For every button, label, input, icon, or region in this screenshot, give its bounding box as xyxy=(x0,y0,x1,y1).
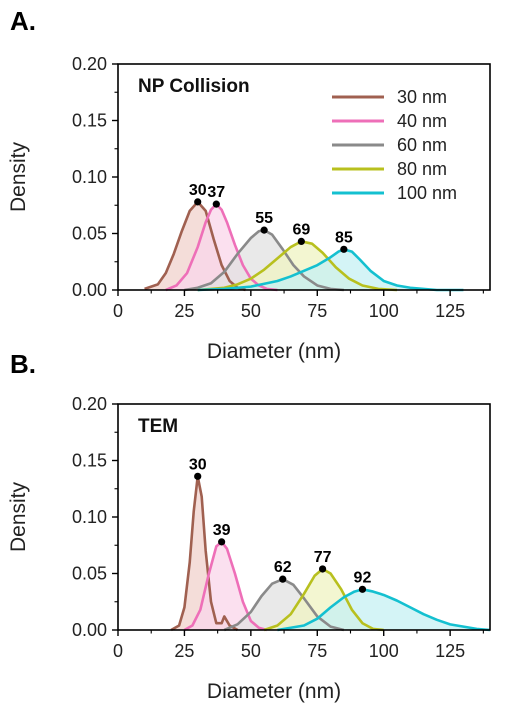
y-axis-label: Density xyxy=(7,481,30,552)
peak-marker xyxy=(212,200,220,208)
x-tick-label: 0 xyxy=(113,301,123,321)
series-fill-30-nm xyxy=(171,476,238,630)
peak-label: 30 xyxy=(189,456,207,473)
peak-label: 55 xyxy=(255,210,273,227)
y-tick-label: 0.15 xyxy=(72,451,107,471)
x-tick-label: 50 xyxy=(241,301,261,321)
series-line-30-nm xyxy=(170,475,239,632)
y-tick-label: 0.10 xyxy=(72,507,107,527)
y-tick-label: 0.00 xyxy=(72,620,107,640)
x-tick-label: 0 xyxy=(113,641,123,661)
series-line-40-nm xyxy=(165,202,278,292)
panel-label: B. xyxy=(10,349,36,379)
peak-marker xyxy=(260,226,268,234)
peak-marker xyxy=(319,565,327,573)
series-fill-40-nm xyxy=(165,204,278,290)
x-tick-label: 100 xyxy=(369,301,399,321)
y-axis-label: Density xyxy=(7,141,30,212)
legend-label: 40 nm xyxy=(397,111,447,131)
y-tick-label: 0.15 xyxy=(72,111,107,131)
y-tick-label: 0.20 xyxy=(72,54,107,74)
panel-label: A. xyxy=(10,6,36,36)
series-line-40-nm xyxy=(183,540,268,632)
x-axis-label: Diameter (nm) xyxy=(207,340,341,363)
peak-label: 30 xyxy=(189,182,207,199)
y-tick-label: 0.05 xyxy=(72,564,107,584)
peak-label: 39 xyxy=(213,522,231,539)
peak-label: 69 xyxy=(292,221,310,238)
peak-label: 92 xyxy=(354,569,372,586)
legend: 30 nm 40 nm 60 nm 80 nm 100 nm xyxy=(332,87,457,203)
peak-marker xyxy=(218,538,226,546)
series-line-80-nm xyxy=(263,567,384,632)
y-tick-label: 0.10 xyxy=(72,167,107,187)
y-tick-label: 0.20 xyxy=(72,394,107,414)
peak-label: 37 xyxy=(207,184,225,201)
x-tick-label: 75 xyxy=(307,301,327,321)
chart-panel-b: B. 30 39 62 77 92 0 25 50 75 100 125 0.00 0.05 0.10 0.1… xyxy=(7,349,491,703)
x-tick-label: 100 xyxy=(369,641,399,661)
y-tick-label: 0.00 xyxy=(72,280,107,300)
series-line-100-nm xyxy=(277,588,491,632)
series-fill-40-nm xyxy=(184,541,267,630)
series-fill-60-nm xyxy=(184,230,344,290)
x-tick-label: 50 xyxy=(241,641,261,661)
y-tick-label: 0.05 xyxy=(72,224,107,244)
peak-marker xyxy=(358,585,367,593)
peak-marker xyxy=(297,237,305,246)
series-fill-100-nm xyxy=(197,249,464,290)
x-tick-label: 125 xyxy=(435,641,465,661)
x-tick-label: 25 xyxy=(174,301,194,321)
peak-label: 77 xyxy=(314,549,332,566)
chart-title: NP Collision xyxy=(138,76,250,97)
legend-label: 60 nm xyxy=(397,135,447,155)
peak-marker xyxy=(194,198,202,206)
legend-label: 80 nm xyxy=(397,159,447,179)
chart-title: TEM xyxy=(138,416,178,437)
peak-label: 85 xyxy=(335,229,353,246)
legend-label: 100 nm xyxy=(397,183,457,203)
x-tick-label: 125 xyxy=(435,301,465,321)
peak-marker xyxy=(194,472,202,480)
peak-marker xyxy=(340,245,348,253)
chart-panel-a: A. 30 37 55 69 85 0 25 50 75 100 125 0.00 0.05 0.10 0.1… xyxy=(7,6,491,363)
x-tick-label: 75 xyxy=(307,641,327,661)
x-axis-label: Diameter (nm) xyxy=(207,680,341,703)
peak-marker xyxy=(279,575,287,583)
peak-label: 62 xyxy=(274,559,292,576)
x-tick-label: 25 xyxy=(174,641,194,661)
legend-label: 30 nm xyxy=(397,87,447,107)
